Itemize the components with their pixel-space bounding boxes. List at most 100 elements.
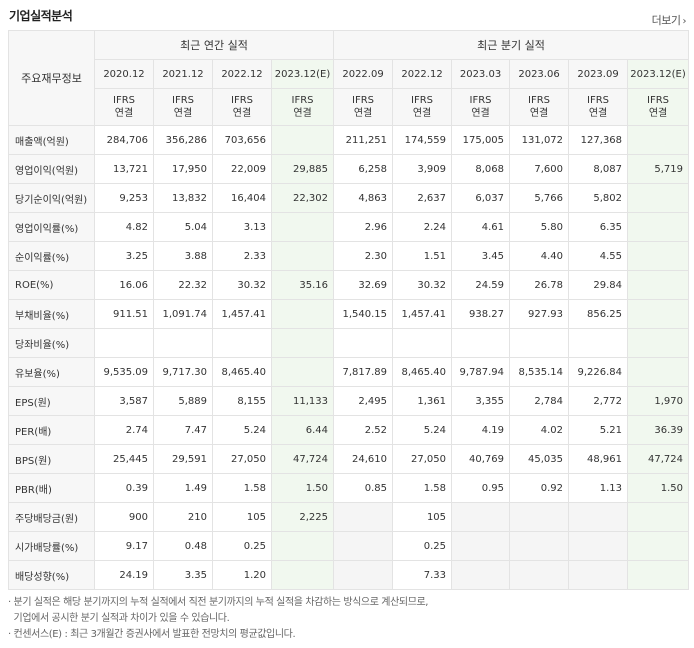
table-cell: 22.32 [153, 270, 213, 300]
row-label: 주당배당금(원) [8, 502, 95, 532]
table-row: 순이익률(%) 3.25 3.88 2.33 2.30 1.51 3.45 4.40 4.55 [8, 241, 690, 271]
table-cell: 105 [212, 502, 272, 532]
row-label: PBR(배) [8, 473, 95, 503]
table-cell: 2,784 [509, 386, 570, 416]
table-cell: 35.16 [270, 270, 335, 300]
table-cell: 2,637 [392, 183, 453, 213]
table-cell: 3,355 [451, 386, 511, 416]
table-cell: 13,721 [94, 154, 154, 184]
table-cell: 48,961 [568, 444, 629, 474]
table-cell: 4,863 [333, 183, 394, 213]
quarter-group-header: 최근 분기 실적 [333, 30, 690, 60]
table-cell: 0.39 [94, 473, 154, 503]
table-cell: 3.13 [212, 212, 272, 242]
period-header: 2023.09 [568, 59, 629, 89]
table-cell: 1,457.41 [212, 299, 272, 329]
table-cell: 1.58 [392, 473, 453, 503]
annual-group-header: 최근 연간 실적 [93, 30, 335, 60]
table-cell: 3.35 [153, 560, 213, 590]
table-row: 배당성향(%) 24.19 3.35 1.20 7.33 [8, 560, 690, 590]
table-cell: 25,445 [94, 444, 154, 474]
table-cell: 7,600 [509, 154, 570, 184]
period-header: 2023.12(E) [627, 59, 690, 89]
table-row: ROE(%) 16.06 22.32 30.32 35.16 32.69 30.32 24.5… [8, 270, 690, 300]
table-cell: 0.48 [153, 531, 213, 561]
table-cell [270, 531, 335, 561]
table-cell [270, 328, 335, 358]
table-row: PER(배) 2.74 7.47 5.24 6.44 2.52 5.24 4.19 4.02 5.… [8, 415, 690, 445]
table-cell [509, 502, 570, 532]
table-cell: 26.78 [509, 270, 570, 300]
basis-ifrs: IFRS [113, 95, 135, 106]
table-cell: 32.69 [333, 270, 394, 300]
period-header: 2021.12 [153, 59, 213, 89]
table-row: 부채비율(%) 911.51 1,091.74 1,457.41 1,540.15 1,4… [8, 299, 690, 329]
table-cell: 2.30 [333, 241, 394, 271]
table-row: 영업이익(억원) 13,721 17,950 22,009 29,885 6,258 3,9… [8, 154, 690, 184]
table-cell: 22,009 [212, 154, 272, 184]
table-cell: 9.17 [94, 531, 154, 561]
row-label: 배당성향(%) [8, 560, 95, 590]
table-cell: 9,253 [94, 183, 154, 213]
table-cell [627, 357, 690, 387]
table-cell: 2,225 [270, 502, 335, 532]
row-label: 영업이익률(%) [8, 212, 95, 242]
table-cell [333, 531, 394, 561]
basis-consolidated: 연결 [114, 108, 134, 119]
basis-consolidated: 연결 [529, 108, 549, 119]
table-cell: 174,559 [392, 125, 453, 155]
footnote-line: 기업에서 공시한 분기 실적과 차이가 있을 수 있습니다. [8, 613, 230, 624]
table-row: 주당배당금(원) 900 210 105 2,225 105 [8, 502, 690, 532]
table-cell: 1,970 [627, 386, 690, 416]
table-cell [270, 299, 335, 329]
table-cell: 0.25 [392, 531, 453, 561]
table-cell: 4.40 [509, 241, 570, 271]
table-cell: 1.49 [153, 473, 213, 503]
table-cell [627, 183, 690, 213]
table-cell: 29,591 [153, 444, 213, 474]
table-cell: 211,251 [333, 125, 394, 155]
row-label: 당기순이익(억원) [8, 183, 95, 213]
table-cell [627, 241, 690, 271]
table-row: BPS(원) 25,445 29,591 27,050 47,724 24,610 27,0… [8, 444, 690, 474]
table-cell: 24,610 [333, 444, 394, 474]
table-cell [270, 357, 335, 387]
table-cell: 9,535.09 [94, 357, 154, 387]
table-cell: 6,037 [451, 183, 511, 213]
table-cell [333, 560, 394, 590]
table-cell: 3.88 [153, 241, 213, 271]
table-row: 당좌비율(%) [8, 328, 690, 358]
basis-header: IFRS 연결 [333, 88, 394, 126]
table-row: PBR(배) 0.39 1.49 1.58 1.50 0.85 1.58 0.95 0.92 1.… [8, 473, 690, 503]
table-cell: 7.33 [392, 560, 453, 590]
table-cell: 13,832 [153, 183, 213, 213]
table-row: 시가배당률(%) 9.17 0.48 0.25 0.25 [8, 531, 690, 561]
basis-ifrs: IFRS [291, 95, 314, 106]
table-cell [509, 328, 570, 358]
more-link[interactable]: 더보기 › [652, 12, 687, 28]
table-cell [451, 560, 511, 590]
table-cell: 927.93 [509, 299, 570, 329]
table-cell [270, 212, 335, 242]
table-cell [451, 328, 511, 358]
table-cell: 2.96 [333, 212, 394, 242]
table-cell [627, 531, 690, 561]
basis-header: IFRS 연결 [568, 88, 629, 126]
table-cell: 0.92 [509, 473, 570, 503]
table-cell [94, 328, 154, 358]
table-cell: 856.25 [568, 299, 629, 329]
basis-consolidated: 연결 [412, 108, 432, 119]
table-cell [627, 125, 690, 155]
table-cell: 5.04 [153, 212, 213, 242]
table-cell: 2.33 [212, 241, 272, 271]
row-label: BPS(원) [8, 444, 95, 474]
basis-header: IFRS 연결 [451, 88, 511, 126]
basis-consolidated: 연결 [232, 108, 252, 119]
basis-consolidated: 연결 [173, 108, 193, 119]
table-cell [270, 125, 335, 155]
table-cell: 8,465.40 [212, 357, 272, 387]
table-cell: 1.50 [627, 473, 690, 503]
table-cell: 1.20 [212, 560, 272, 590]
table-cell [568, 531, 629, 561]
table-cell: 1,091.74 [153, 299, 213, 329]
